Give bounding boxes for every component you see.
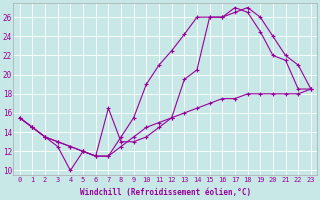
X-axis label: Windchill (Refroidissement éolien,°C): Windchill (Refroidissement éolien,°C) bbox=[80, 188, 251, 197]
